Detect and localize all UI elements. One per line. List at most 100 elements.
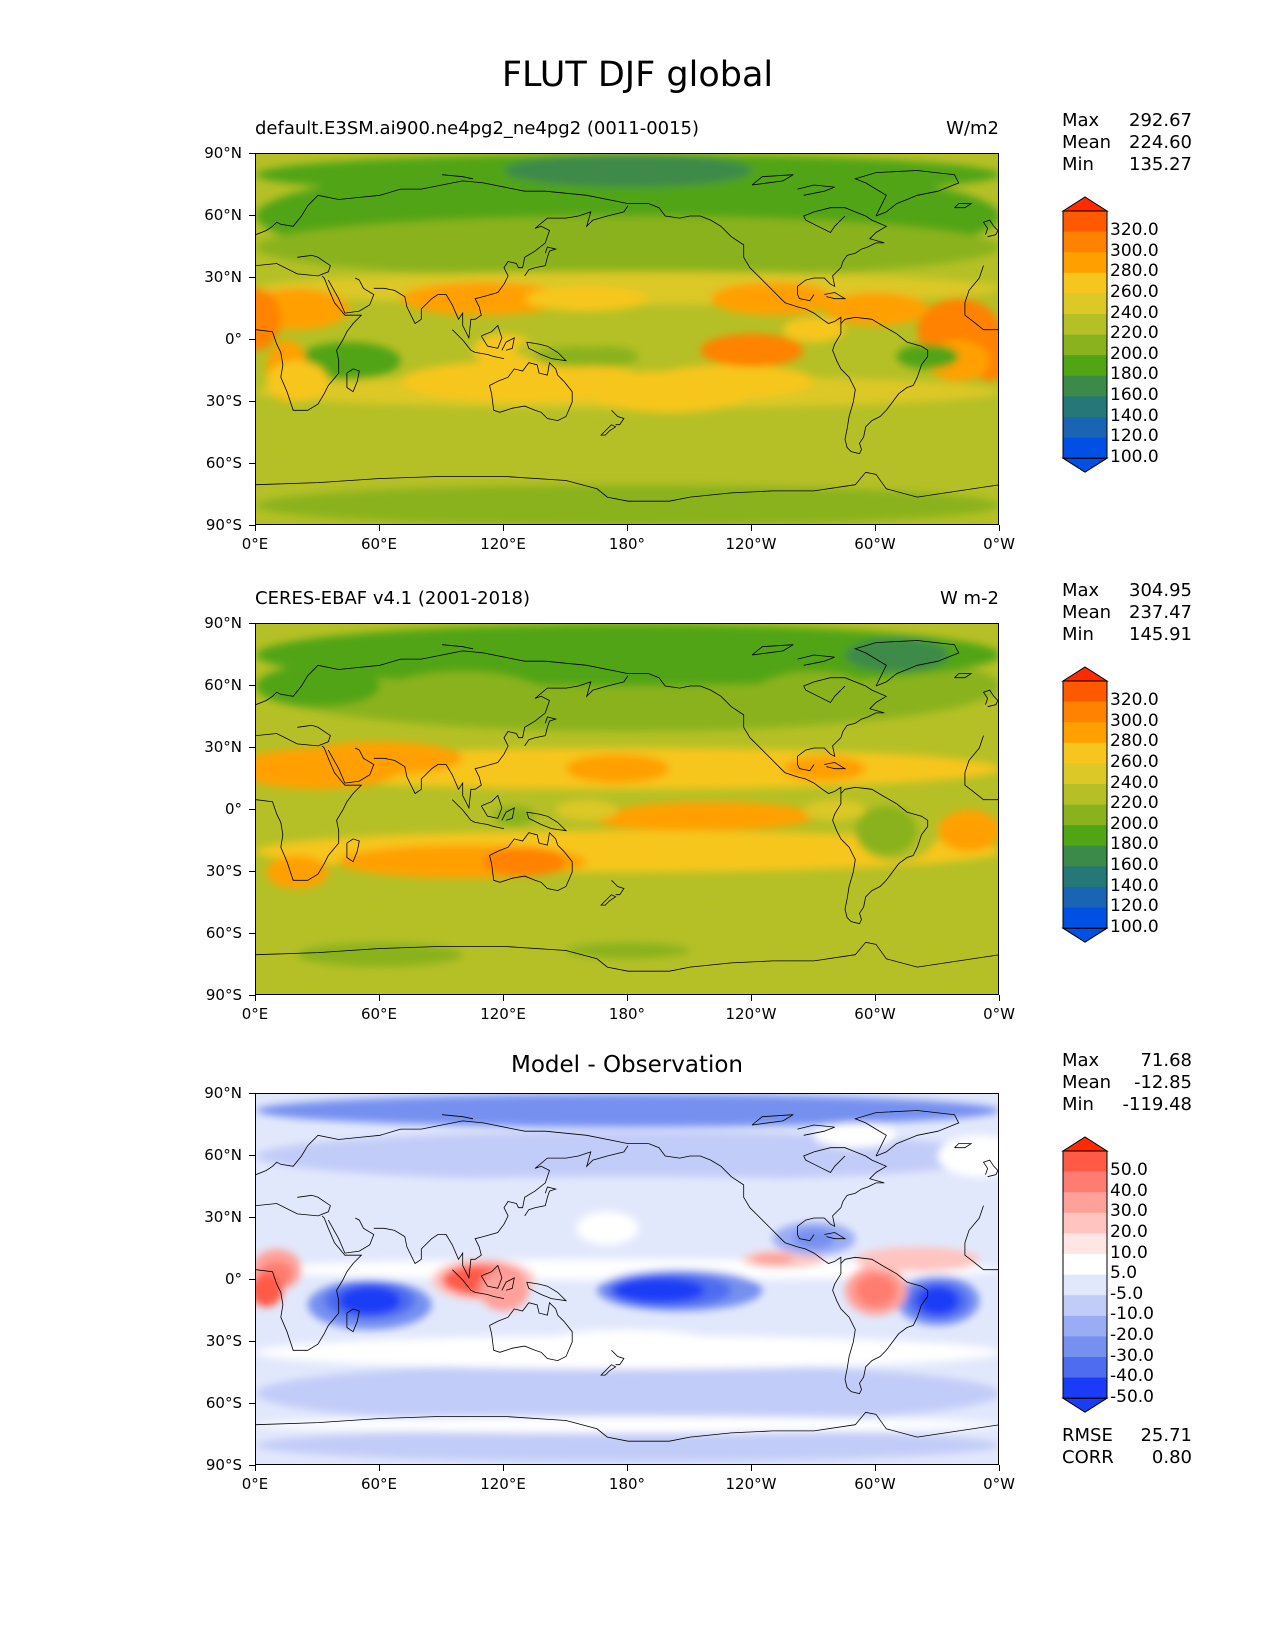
colorbar bbox=[1060, 1122, 1110, 1424]
coastline bbox=[475, 352, 505, 359]
y-tick-label: 60°N bbox=[204, 206, 242, 224]
colorbar-segment bbox=[1063, 1295, 1107, 1317]
colorbar-tick-label: 220.0 bbox=[1110, 323, 1159, 344]
contour-region bbox=[855, 805, 918, 856]
colorbar-tick-label: 20.0 bbox=[1110, 1222, 1148, 1243]
colorbar-tick-label: 120.0 bbox=[1110, 426, 1159, 447]
x-tick-mark bbox=[875, 995, 876, 1001]
colorbar-segment bbox=[1063, 416, 1107, 439]
y-tick-label: 30°S bbox=[205, 1332, 242, 1350]
coastline bbox=[480, 794, 503, 819]
contour-region bbox=[504, 154, 752, 188]
colorbar-segment bbox=[1063, 763, 1107, 785]
colorbar-extend-max bbox=[1061, 666, 1109, 682]
colorbar-segment bbox=[1063, 866, 1107, 888]
x-tick-mark bbox=[627, 1465, 628, 1471]
x-tick-mark bbox=[875, 525, 876, 531]
colorbar-tick-label: -5.0 bbox=[1110, 1283, 1144, 1304]
coastline bbox=[797, 1147, 888, 1242]
coastline bbox=[797, 207, 888, 302]
stats-block: Max 304.95 Mean 237.47 Min 145.91 bbox=[1062, 580, 1192, 646]
coastline bbox=[327, 277, 375, 314]
colorbar-segment bbox=[1063, 907, 1107, 929]
stat-value: 237.47 bbox=[1129, 602, 1192, 623]
colorbar-segment bbox=[1063, 722, 1107, 744]
contour-region bbox=[479, 1269, 529, 1311]
coastline bbox=[256, 1120, 649, 1175]
coastline bbox=[954, 673, 973, 679]
map-field bbox=[256, 1094, 998, 1464]
coastline bbox=[256, 1194, 331, 1217]
coastline bbox=[346, 1308, 360, 1333]
y-tick-label: 30°N bbox=[204, 1208, 242, 1226]
contour-region bbox=[710, 282, 835, 316]
contour-region bbox=[855, 1273, 897, 1307]
contour-region bbox=[256, 1416, 998, 1433]
coastline bbox=[256, 471, 998, 502]
stat-value: 25.71 bbox=[1140, 1424, 1192, 1446]
contour-region bbox=[752, 1253, 794, 1266]
stat-min: Min 145.91 bbox=[1062, 624, 1192, 646]
y-tick-mark bbox=[249, 933, 255, 934]
colorbar-tick-label: -40.0 bbox=[1110, 1366, 1154, 1387]
colorbar-tick-label: 120.0 bbox=[1110, 896, 1159, 917]
extra-stats-block: RMSE 25.71 CORR 0.80 bbox=[1062, 1425, 1192, 1469]
y-tick-label: 90°N bbox=[204, 614, 242, 632]
map-plot bbox=[255, 153, 999, 525]
y-tick-label: 30°N bbox=[204, 738, 242, 756]
y-tick-mark bbox=[249, 153, 255, 154]
x-tick-mark bbox=[627, 995, 628, 1001]
y-tick-label: 60°N bbox=[204, 1146, 242, 1164]
x-tick-mark bbox=[999, 995, 1000, 1001]
contour-region bbox=[380, 671, 546, 722]
colorbar-tick-label: 300.0 bbox=[1110, 240, 1159, 261]
colorbar-segment bbox=[1063, 680, 1107, 703]
x-tick-mark bbox=[751, 995, 752, 1001]
colorbar-tick-label: 10.0 bbox=[1110, 1242, 1148, 1263]
y-tick-label: 60°S bbox=[205, 454, 242, 472]
y-tick-mark bbox=[249, 1217, 255, 1218]
colorbar-segment bbox=[1063, 252, 1107, 274]
contour-region bbox=[256, 288, 281, 351]
stat-label: Max bbox=[1062, 1050, 1100, 1071]
stats-block: Max 71.68 Mean -12.85 Min -119.48 bbox=[1062, 1050, 1192, 1116]
colorbar-extend-min bbox=[1061, 1397, 1109, 1413]
y-tick-label: 30°S bbox=[205, 862, 242, 880]
contour-region bbox=[400, 282, 566, 316]
contour-region bbox=[473, 333, 535, 367]
colorbar-segment bbox=[1063, 313, 1107, 336]
contour-region bbox=[917, 1286, 959, 1316]
coastline bbox=[832, 1256, 929, 1395]
colorbar-segment bbox=[1063, 825, 1107, 847]
y-tick-label: 90°S bbox=[205, 1456, 242, 1474]
contour-region bbox=[597, 810, 763, 831]
coastline bbox=[648, 1143, 842, 1264]
contour-region bbox=[803, 799, 866, 821]
coastline bbox=[256, 1411, 998, 1442]
coastline bbox=[346, 838, 360, 863]
colorbar-tick-label: 30.0 bbox=[1110, 1201, 1148, 1222]
coastline bbox=[373, 1145, 629, 1280]
contour-region bbox=[896, 348, 938, 365]
y-tick-mark bbox=[249, 1465, 255, 1466]
coastline bbox=[501, 807, 515, 821]
stat-value: 224.60 bbox=[1129, 132, 1192, 153]
coastline bbox=[501, 337, 515, 351]
x-tick-label: 180° bbox=[608, 1005, 646, 1023]
colorbar-tick-label: 140.0 bbox=[1110, 875, 1159, 896]
stat-min: Min -119.48 bbox=[1062, 1094, 1192, 1116]
coastline bbox=[480, 324, 503, 349]
x-tick-label: 180° bbox=[608, 535, 646, 553]
x-tick-label: 120°W bbox=[725, 535, 777, 553]
colorbar-segment bbox=[1063, 701, 1107, 723]
coastline bbox=[526, 341, 568, 362]
colorbar-tick-label: -30.0 bbox=[1110, 1345, 1154, 1366]
x-tick-label: 120°W bbox=[725, 1005, 777, 1023]
x-tick-label: 60°W bbox=[854, 1005, 896, 1023]
x-tick-label: 60°E bbox=[360, 1005, 398, 1023]
contour-region bbox=[256, 1362, 998, 1425]
contour-region bbox=[400, 360, 649, 402]
map-field bbox=[256, 624, 998, 994]
colorbar-tick-label: 100.0 bbox=[1110, 446, 1159, 467]
x-tick-mark bbox=[503, 995, 504, 1001]
